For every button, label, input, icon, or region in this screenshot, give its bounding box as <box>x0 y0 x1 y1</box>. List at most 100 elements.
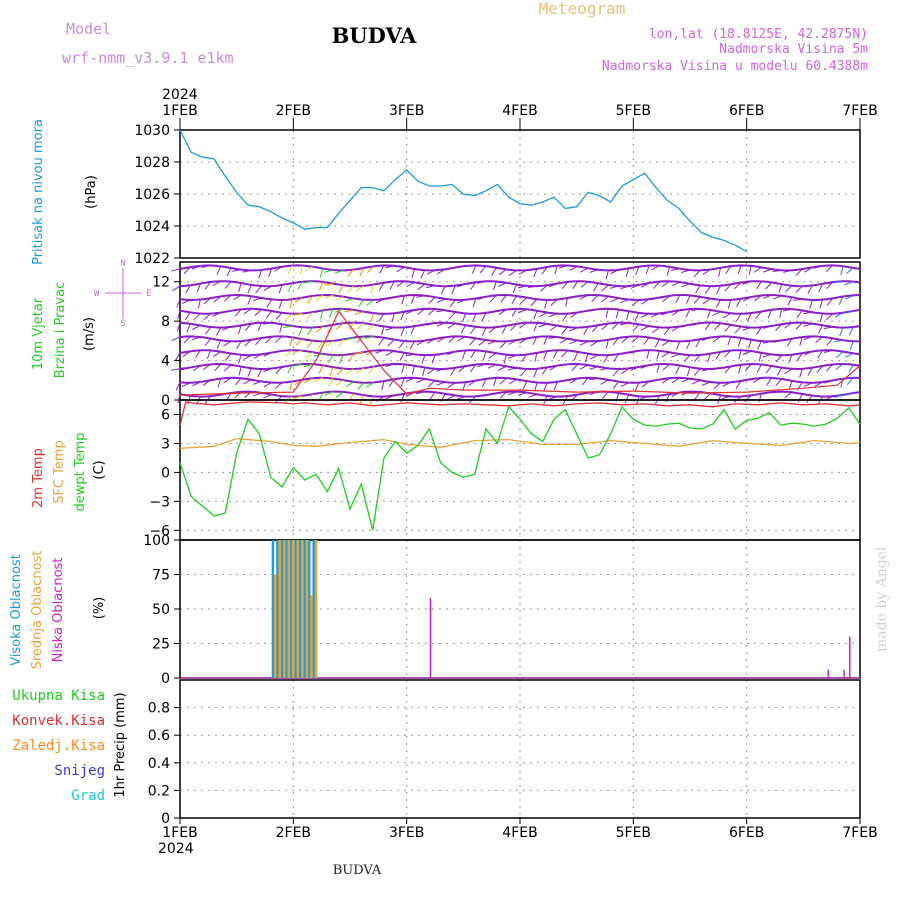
wind-barb <box>193 313 201 321</box>
wind-barb <box>275 366 283 374</box>
wind-barb <box>651 326 660 334</box>
wind-barb <box>540 284 548 292</box>
wind-barb <box>508 378 517 385</box>
wind-barb <box>192 365 201 372</box>
mid-cloud-bar <box>283 540 286 678</box>
high-cloud-bar <box>276 540 279 678</box>
wind-barb <box>620 382 630 387</box>
wind-barb <box>289 381 293 391</box>
wind-barb <box>519 337 528 344</box>
wind-barb-row <box>179 362 861 371</box>
wind-barb <box>521 354 528 363</box>
wind-barb <box>348 353 354 362</box>
day-label: 2FEB <box>276 825 311 841</box>
wind-barb <box>450 367 456 376</box>
y-tick-label: 0 <box>161 465 170 481</box>
wind-barb <box>819 313 824 323</box>
wind-barb <box>511 295 518 304</box>
wind-barb <box>416 378 426 384</box>
wind-barb <box>262 322 272 325</box>
wind-barb <box>681 283 691 288</box>
wind-barb <box>686 340 691 350</box>
wind-barb <box>517 285 527 289</box>
plot-frame <box>179 679 861 819</box>
y-tick-label: −6 <box>149 523 170 539</box>
legend-total-rain: Ukupna Kisa <box>12 688 105 704</box>
wind-barb <box>289 337 293 347</box>
wind-barb <box>171 368 181 371</box>
wind-barb <box>451 285 456 295</box>
wind-barb <box>501 325 507 334</box>
wind-barb <box>387 339 395 347</box>
y-tick-label: −3 <box>149 494 170 510</box>
legend-hail: Grad <box>71 788 105 804</box>
wind-barb <box>799 336 803 346</box>
y-tick-label: 100 <box>143 533 170 549</box>
wind-barb <box>518 392 527 396</box>
wind-barb <box>224 281 232 289</box>
wind-barb <box>518 308 527 314</box>
wind-barb <box>317 341 324 350</box>
wind-barb <box>788 354 793 364</box>
wind-barb <box>665 393 671 403</box>
wind-barb <box>389 281 395 290</box>
wind-barb <box>329 366 334 376</box>
wind-barb <box>643 337 650 345</box>
wind-barb <box>481 327 487 336</box>
day-label: 4FEB <box>502 825 537 841</box>
wind-barb <box>278 284 283 294</box>
wind-barb <box>601 391 609 399</box>
wind-barb <box>817 350 824 359</box>
wind-barb <box>265 310 273 319</box>
wind-barb <box>192 381 201 387</box>
wind-barb <box>224 364 232 372</box>
wind-barb <box>569 378 579 384</box>
wind-barb <box>254 309 262 316</box>
wind-barb <box>763 294 772 300</box>
wind-barb <box>807 285 813 294</box>
wind-barb <box>671 325 681 332</box>
wind-barb <box>287 265 293 274</box>
wind-barb <box>569 339 578 345</box>
wind-barb <box>631 336 640 343</box>
wind-barb <box>612 381 619 390</box>
wind-barb <box>192 325 201 330</box>
cloud-panel: 0 25 50 75 100 <box>143 533 861 687</box>
wind-barb <box>299 265 303 275</box>
wind-barb <box>171 268 181 272</box>
wind-barb <box>320 310 324 320</box>
wind-barb <box>685 295 691 304</box>
wind-barb <box>471 265 477 274</box>
wind-barb <box>815 336 823 343</box>
wind-barb <box>197 299 201 309</box>
wind-barb <box>671 281 681 287</box>
wind-barb <box>334 308 344 313</box>
wind-barb <box>640 364 650 369</box>
wind-barb <box>620 299 629 304</box>
wind-barb <box>324 294 334 299</box>
wind-barb <box>202 379 211 386</box>
wind-barb <box>171 336 181 341</box>
wind-barb <box>591 324 599 333</box>
wind-barb-row <box>179 335 861 343</box>
wind-barb <box>788 380 793 390</box>
wind-barb <box>772 339 782 343</box>
year-top: 2024 <box>162 87 198 103</box>
wind-barb <box>797 393 803 403</box>
wind-barb <box>584 353 589 363</box>
day-label: 3FEB <box>389 825 424 841</box>
wind-barb <box>543 382 548 392</box>
wind-barb <box>611 322 619 330</box>
wind-barb <box>834 312 844 318</box>
wind-barb <box>818 283 824 293</box>
wind-barb <box>753 377 762 383</box>
wind-barb <box>651 265 660 271</box>
wind-barb <box>462 381 467 391</box>
wind-barb <box>289 299 293 309</box>
wind-barb <box>426 285 436 289</box>
wind-barb <box>510 323 517 331</box>
wind-barb <box>582 377 589 386</box>
wind-barb <box>216 340 222 349</box>
wind-barb <box>826 281 834 289</box>
temperature-panel: −6 −3 0 3 6 <box>149 399 861 541</box>
